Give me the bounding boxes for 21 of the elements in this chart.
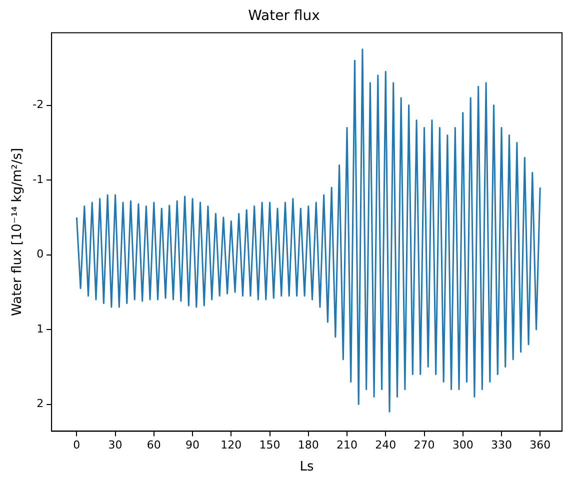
x-tick-label: 60: [146, 438, 161, 452]
x-tick-label: 30: [108, 438, 122, 452]
y-tick-label: -2: [32, 98, 44, 112]
x-tick-label: 240: [375, 438, 396, 452]
y-tick-label: -1: [32, 172, 44, 186]
y-axis-title: Water flux [10⁻¹⁴ kg/m²/s]: [10, 148, 26, 316]
y-tick-label: 1: [36, 322, 44, 336]
x-tick-label: 150: [259, 438, 280, 452]
chart-title: Water flux: [248, 8, 320, 24]
x-tick-label: 0: [73, 438, 80, 452]
x-tick-label: 300: [452, 438, 474, 452]
x-tick-label: 270: [414, 438, 435, 452]
x-tick-label: 210: [336, 438, 358, 452]
x-tick-label: 90: [186, 438, 200, 452]
y-tick-label: 0: [36, 248, 44, 261]
y-tick-label: 2: [36, 397, 44, 410]
x-tick-label: 360: [530, 438, 551, 452]
x-axis-title: Ls: [300, 460, 314, 475]
x-tick-label: 120: [220, 438, 242, 452]
x-tick-label: 180: [298, 438, 319, 452]
x-tick-label: 330: [490, 438, 512, 452]
